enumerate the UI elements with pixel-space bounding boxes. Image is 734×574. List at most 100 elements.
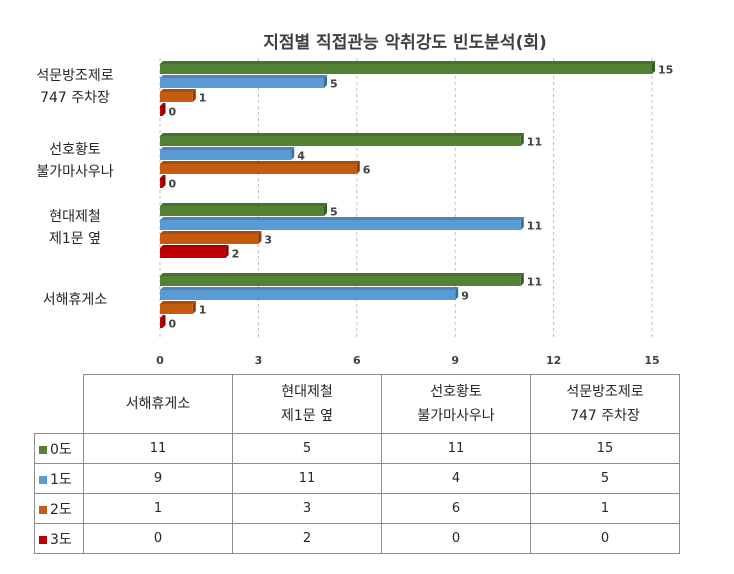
chart-title: 지점별 직접관능 악취강도 빈도분석(회): [263, 33, 547, 53]
bar: [160, 290, 456, 300]
bar-top: [160, 89, 196, 92]
bar-top: [160, 273, 524, 276]
bar: [160, 92, 193, 102]
bar-top: [160, 175, 166, 178]
x-tick-label: 12: [546, 354, 561, 367]
bar-side: [291, 147, 295, 160]
category-label-line: 불가마사우나: [36, 164, 114, 180]
legend-label: 0도: [50, 441, 72, 458]
bar-side: [356, 161, 360, 174]
legend-key: 2도: [34, 493, 84, 524]
bar-side: [225, 245, 229, 258]
x-tick-label: 15: [644, 354, 659, 367]
bar-side: [455, 287, 459, 300]
table-cell: 11: [381, 433, 531, 464]
category-label-line: 747 주차장: [40, 90, 110, 106]
bar: [160, 150, 292, 160]
table-cell: 5: [530, 463, 680, 494]
bar: [160, 220, 521, 230]
data-label: 11: [527, 136, 542, 149]
data-label: 6: [363, 164, 371, 177]
data-label: 4: [297, 150, 305, 163]
bar-top: [160, 133, 524, 136]
legend-label: 3도: [50, 531, 72, 548]
bar: [160, 178, 163, 188]
bar: [160, 64, 652, 74]
category-label-line: 제1문 옆: [49, 231, 101, 247]
table-column-header-line: 불가마사우나: [417, 408, 495, 424]
legend-swatch: [39, 445, 47, 454]
table-cell: 0: [381, 523, 531, 554]
bar: [160, 106, 163, 116]
bar-top: [160, 231, 262, 234]
data-label: 11: [527, 220, 542, 233]
data-label: 11: [527, 276, 542, 289]
data-label: 0: [169, 318, 177, 331]
data-label: 1: [199, 304, 207, 317]
table-cell: 4: [381, 463, 531, 494]
bar-chart-plot: 0 3 6 9 12 15 15 5 1 0 11 4 6 0 5 11 3 2 11 9 1 0: [156, 58, 673, 367]
category-label: 서해휴게소: [0, 290, 150, 312]
bar-side: [258, 231, 262, 244]
legend-label: 2도: [50, 501, 72, 518]
table-column-header-line: 제1문 옆: [281, 408, 333, 424]
bar: [160, 304, 193, 314]
table-column-header: 석문방조제로 747 주차장: [530, 374, 680, 434]
data-label: 5: [330, 206, 338, 219]
table-cell: 0: [530, 523, 680, 554]
legend-key: 3도: [34, 523, 84, 554]
bar-top: [160, 301, 196, 304]
table-cell: 15: [530, 433, 680, 464]
bar-side: [192, 301, 196, 314]
bar-side: [324, 75, 327, 88]
bar-side: [162, 315, 166, 328]
bar-top: [160, 245, 229, 248]
table-column-header-line: 석문방조제로: [566, 384, 644, 400]
bar: [160, 276, 521, 286]
x-tick-label: 9: [451, 354, 459, 367]
category-label-line: 현대제철: [49, 209, 101, 225]
bar-side: [162, 175, 166, 188]
bar: [160, 248, 226, 258]
data-label: 9: [461, 290, 469, 303]
table-corner: [34, 374, 84, 434]
bar-side: [652, 61, 655, 74]
table-cell: 2: [232, 523, 382, 554]
table-row: 0도 11 5 11 15: [34, 433, 680, 464]
category-label-line: 석문방조제로: [36, 68, 114, 84]
bar: [160, 164, 357, 174]
legend-swatch: [39, 535, 47, 544]
bar-top: [160, 61, 655, 64]
data-label: 2: [232, 248, 240, 261]
bar-top: [160, 203, 327, 206]
bar: [160, 136, 521, 146]
legend-key: 1도: [34, 463, 84, 494]
data-label: 3: [264, 234, 272, 247]
table-column-header: 서해휴게소: [83, 374, 233, 434]
bar-top: [160, 75, 327, 78]
bar: [160, 206, 324, 216]
table-column-header-line: 선호황토: [430, 384, 482, 400]
table-cell: 6: [381, 493, 531, 524]
legend-label: 1도: [50, 471, 72, 488]
bar-side: [324, 203, 327, 216]
bar-side: [520, 217, 524, 230]
legend-swatch: [39, 505, 47, 514]
category-label-line: 선호황토: [49, 142, 101, 158]
table-cell: 9: [83, 463, 233, 494]
data-label: 15: [658, 64, 673, 77]
bar-side: [192, 89, 196, 102]
x-tick-label: 6: [353, 354, 361, 367]
data-label: 0: [169, 178, 177, 191]
bar: [160, 318, 163, 328]
bar-top: [160, 103, 166, 106]
table-column-header-line: 현대제철: [281, 384, 333, 400]
table-column-header-line: 서해휴게소: [125, 396, 191, 412]
bar-top: [160, 287, 459, 290]
table-row: 2도 1 3 6 1: [34, 493, 680, 524]
legend-swatch: [39, 475, 47, 484]
